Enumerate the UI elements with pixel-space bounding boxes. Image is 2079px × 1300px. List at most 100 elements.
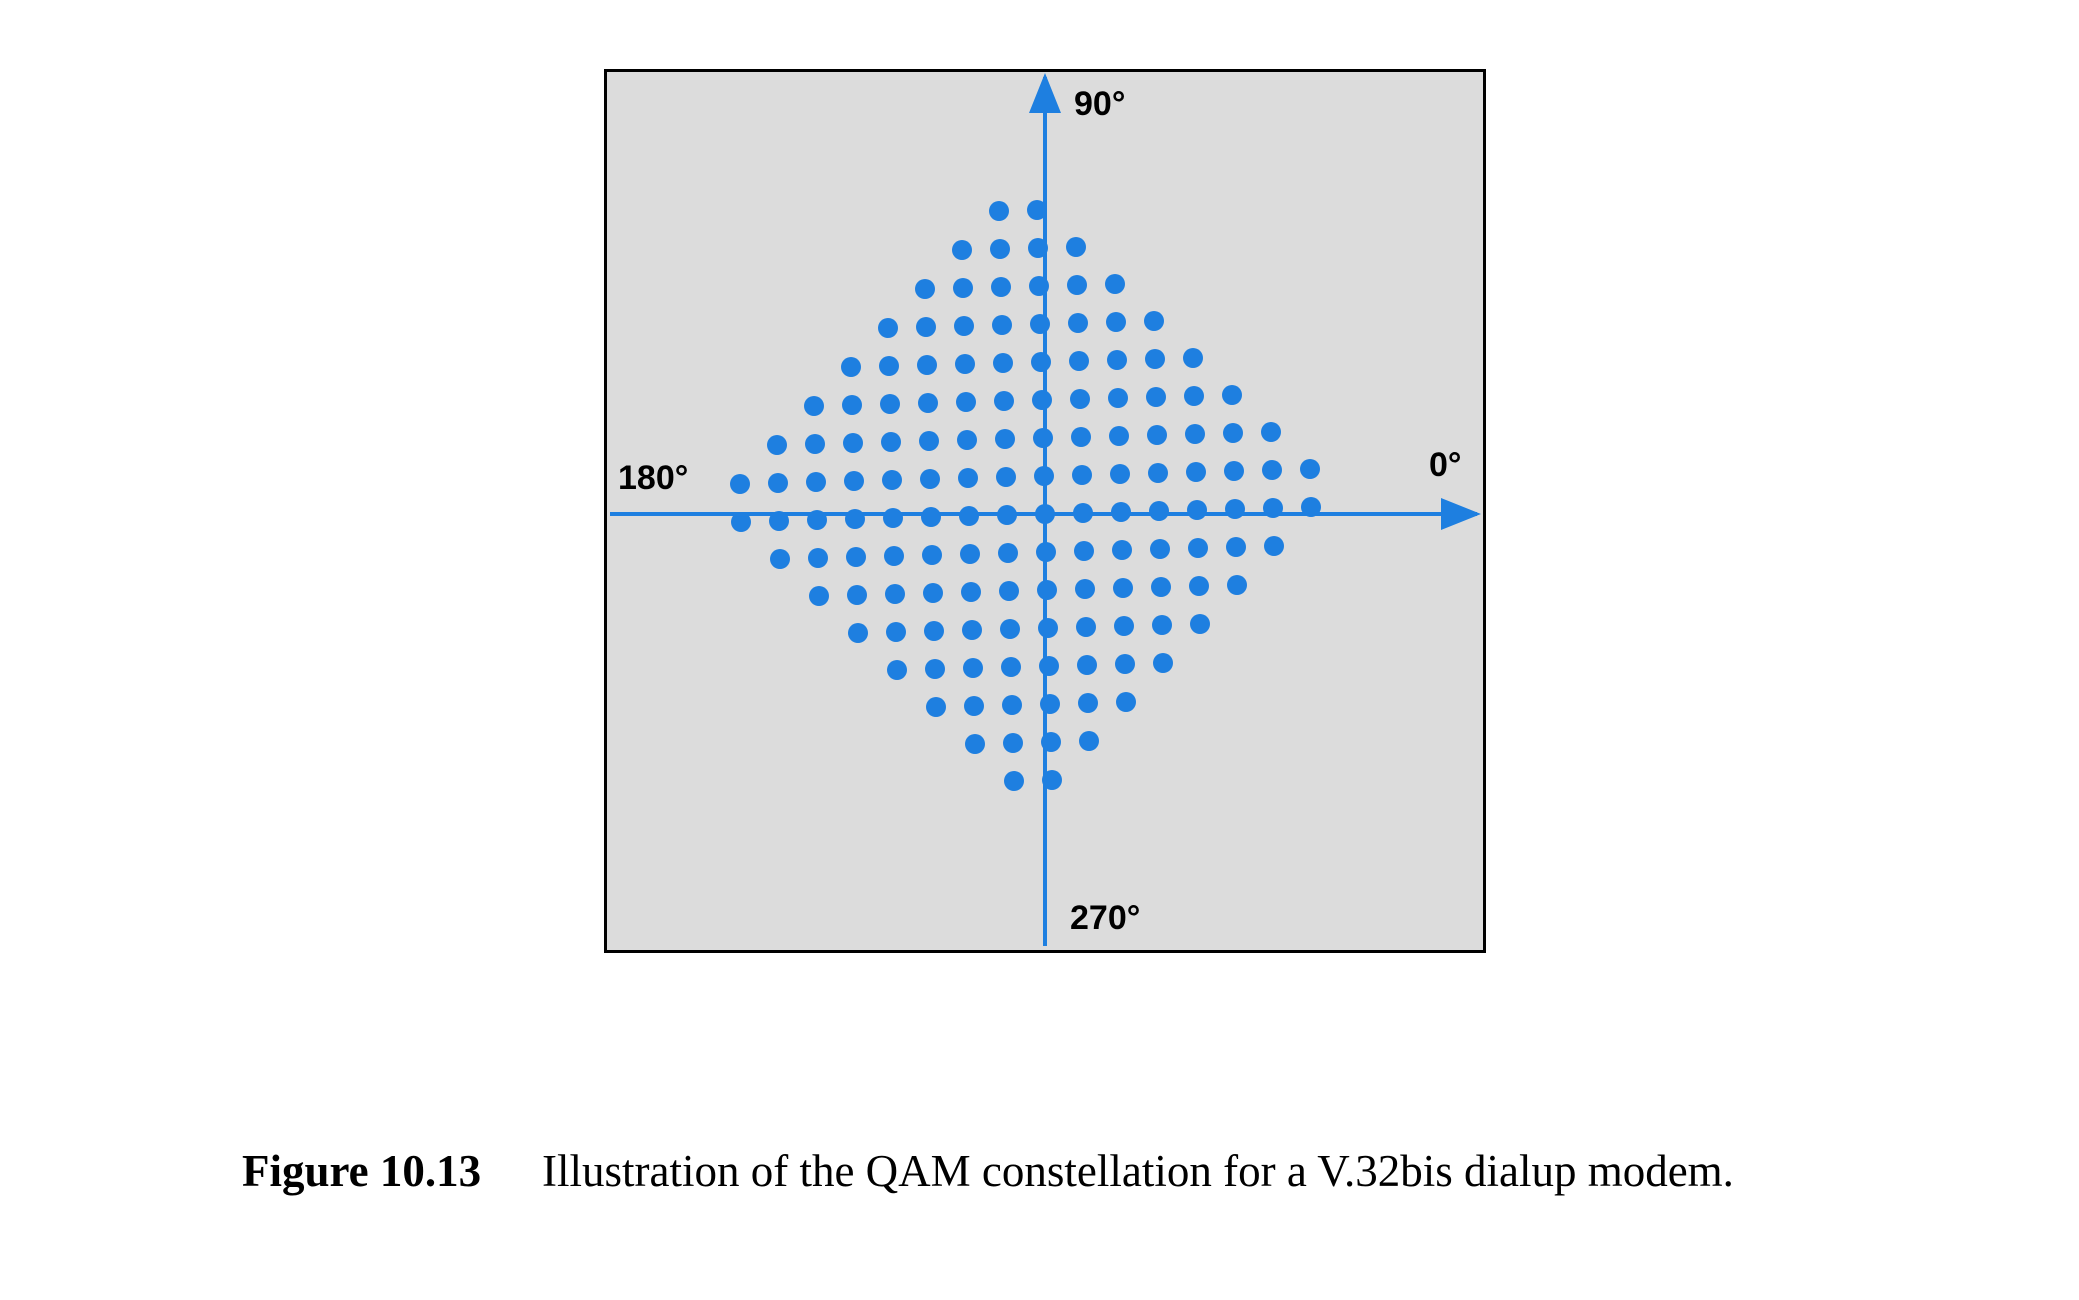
constellation-point <box>1075 579 1095 599</box>
constellation-point <box>1071 427 1091 447</box>
constellation-point <box>731 512 751 532</box>
figure-caption: Figure 10.13 Illustration of the QAM con… <box>242 1140 1848 1203</box>
constellation-point <box>843 433 863 453</box>
constellation-point <box>1187 500 1207 520</box>
constellation-point <box>995 429 1015 449</box>
constellation-point <box>768 473 788 493</box>
constellation-point <box>963 658 983 678</box>
constellation-point <box>886 622 906 642</box>
constellation-point <box>878 318 898 338</box>
constellation-point <box>1114 616 1134 636</box>
constellation-point <box>1027 200 1047 220</box>
constellation-point <box>925 659 945 679</box>
axis-label-0: 0° <box>1429 446 1462 484</box>
constellation-point <box>1068 313 1088 333</box>
constellation-point <box>1067 275 1087 295</box>
constellation-point <box>991 277 1011 297</box>
constellation-point <box>884 546 904 566</box>
constellation-point <box>1188 538 1208 558</box>
constellation-point <box>924 621 944 641</box>
constellation-point <box>730 474 750 494</box>
constellation-point <box>1152 615 1172 635</box>
constellation-point <box>1066 237 1086 257</box>
constellation-point <box>1108 388 1128 408</box>
constellation-point <box>1264 536 1284 556</box>
constellation-point <box>1184 386 1204 406</box>
constellation-point <box>770 549 790 569</box>
constellation-point <box>1002 695 1022 715</box>
constellation-point <box>1105 274 1125 294</box>
constellation-point <box>1113 578 1133 598</box>
constellation-point <box>1004 771 1024 791</box>
constellation-point <box>916 317 936 337</box>
constellation-point <box>920 469 940 489</box>
constellation-point <box>1115 654 1135 674</box>
constellation-point <box>1000 619 1020 639</box>
constellation-point <box>964 696 984 716</box>
constellation-point <box>1038 618 1058 638</box>
constellation-point <box>999 581 1019 601</box>
axis-label-180: 180° <box>618 459 688 497</box>
constellation-point <box>965 734 985 754</box>
constellation-point <box>953 278 973 298</box>
constellation-point <box>880 394 900 414</box>
constellation-point <box>1070 389 1090 409</box>
constellation-point <box>1077 655 1097 675</box>
constellation-point <box>1226 537 1246 557</box>
constellation-point <box>1224 461 1244 481</box>
constellation-point <box>954 316 974 336</box>
constellation-point <box>1150 539 1170 559</box>
constellation-point <box>1189 576 1209 596</box>
constellation-point <box>1149 501 1169 521</box>
constellation-point <box>887 660 907 680</box>
constellation-point <box>1110 464 1130 484</box>
constellation-plot: 90° 180° 0° 270° <box>610 73 1481 946</box>
constellation-point <box>923 583 943 603</box>
constellation-point <box>879 356 899 376</box>
constellation-point <box>1145 349 1165 369</box>
constellation-point <box>955 354 975 374</box>
constellation-point <box>1261 422 1281 442</box>
axis-label-270: 270° <box>1070 899 1140 937</box>
constellation-point <box>1106 312 1126 332</box>
constellation-point <box>918 393 938 413</box>
constellation-point <box>1144 311 1164 331</box>
constellation-point <box>1146 387 1166 407</box>
constellation-point <box>885 584 905 604</box>
constellation-point <box>1147 425 1167 445</box>
constellation-point <box>996 467 1016 487</box>
constellation-point <box>958 468 978 488</box>
constellation-point <box>921 507 941 527</box>
constellation-point <box>1079 731 1099 751</box>
constellation-point <box>1300 459 1320 479</box>
constellation-point <box>926 697 946 717</box>
constellation-point <box>1223 423 1243 443</box>
constellation-point <box>962 620 982 640</box>
constellation-points <box>730 200 1321 791</box>
constellation-diagram: 90° 180° 0° 270° <box>604 69 1486 953</box>
constellation-point <box>1262 460 1282 480</box>
constellation-point <box>1032 390 1052 410</box>
constellation-point <box>1112 540 1132 560</box>
constellation-point <box>1190 614 1210 634</box>
constellation-point <box>960 544 980 564</box>
constellation-point <box>841 357 861 377</box>
constellation-point <box>1151 577 1171 597</box>
constellation-point <box>1001 657 1021 677</box>
constellation-point <box>998 543 1018 563</box>
axis-label-90: 90° <box>1074 85 1125 123</box>
constellation-point <box>881 432 901 452</box>
constellation-point <box>808 548 828 568</box>
constellation-point <box>1003 733 1023 753</box>
constellation-point <box>804 396 824 416</box>
constellation-point <box>1078 693 1098 713</box>
constellation-point <box>961 582 981 602</box>
constellation-point <box>805 434 825 454</box>
constellation-point <box>1185 424 1205 444</box>
constellation-point <box>993 353 1013 373</box>
constellation-point <box>1183 348 1203 368</box>
constellation-point <box>922 545 942 565</box>
constellation-point <box>842 395 862 415</box>
constellation-point <box>1109 426 1129 446</box>
constellation-point <box>956 392 976 412</box>
